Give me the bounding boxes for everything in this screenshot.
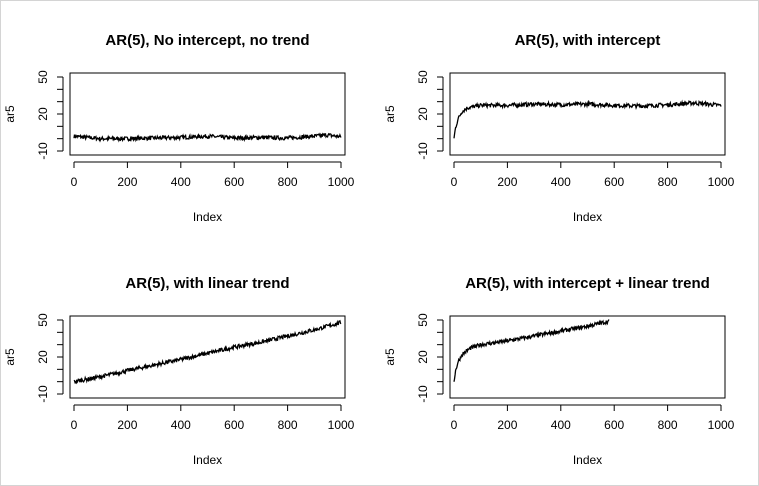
y-axis-label: ar5 bbox=[383, 348, 397, 366]
y-tick-label: 20 bbox=[36, 350, 50, 364]
y-tick-label: 20 bbox=[416, 350, 430, 364]
y-tick-label: -10 bbox=[416, 385, 430, 403]
x-tick-label: 800 bbox=[658, 418, 678, 432]
y-tick-label: 50 bbox=[36, 313, 50, 327]
x-tick-label: 0 bbox=[71, 175, 78, 189]
x-tick-label: 400 bbox=[171, 418, 191, 432]
plot-area bbox=[69, 315, 346, 399]
x-tick-label: 800 bbox=[658, 175, 678, 189]
x-tick-label: 200 bbox=[117, 175, 137, 189]
x-tick-label: 800 bbox=[278, 175, 298, 189]
x-tick-label: 0 bbox=[451, 418, 458, 432]
x-tick-label: 600 bbox=[224, 175, 244, 189]
y-tick-label: 20 bbox=[416, 107, 430, 121]
plot-area bbox=[449, 72, 726, 156]
x-axis-label: Index bbox=[193, 210, 222, 224]
x-tick-label: 1000 bbox=[708, 418, 735, 432]
x-tick-label: 600 bbox=[224, 418, 244, 432]
x-tick-label: 200 bbox=[497, 175, 517, 189]
series-line bbox=[73, 319, 342, 385]
y-tick-label: 50 bbox=[416, 70, 430, 84]
x-tick-label: 600 bbox=[604, 175, 624, 189]
y-tick-label: -10 bbox=[36, 385, 50, 403]
x-tick-label: 1000 bbox=[328, 175, 355, 189]
chart-title: AR(5), No intercept, no trend bbox=[105, 32, 309, 49]
y-tick-label: 50 bbox=[416, 313, 430, 327]
x-tick-label: 1000 bbox=[708, 175, 735, 189]
y-tick-label: -10 bbox=[416, 142, 430, 160]
chart-title: AR(5), with intercept bbox=[515, 32, 661, 49]
chart-title: AR(5), with intercept + linear trend bbox=[465, 275, 710, 292]
series-line bbox=[73, 132, 342, 143]
x-tick-label: 0 bbox=[71, 418, 78, 432]
y-axis-label: ar5 bbox=[3, 348, 17, 366]
x-tick-label: 200 bbox=[117, 418, 137, 432]
chart-title: AR(5), with linear trend bbox=[125, 275, 289, 292]
y-tick-label: 50 bbox=[36, 70, 50, 84]
y-axis-label: ar5 bbox=[383, 105, 397, 123]
x-tick-label: 400 bbox=[551, 175, 571, 189]
plot-area bbox=[69, 72, 346, 156]
x-tick-label: 200 bbox=[497, 418, 517, 432]
x-tick-label: 400 bbox=[171, 175, 191, 189]
x-tick-label: 800 bbox=[278, 418, 298, 432]
x-tick-label: 1000 bbox=[328, 418, 355, 432]
plot-area bbox=[449, 315, 726, 399]
x-tick-label: 0 bbox=[451, 175, 458, 189]
y-tick-label: -10 bbox=[36, 142, 50, 160]
x-axis-label: Index bbox=[193, 453, 222, 467]
y-tick-label: 20 bbox=[36, 107, 50, 121]
x-tick-label: 600 bbox=[604, 418, 624, 432]
x-tick-label: 400 bbox=[551, 418, 571, 432]
series-line bbox=[453, 319, 610, 382]
y-axis-label: ar5 bbox=[3, 105, 17, 123]
x-axis-label: Index bbox=[573, 453, 602, 467]
series-line bbox=[453, 99, 722, 139]
x-axis-label: Index bbox=[573, 210, 602, 224]
